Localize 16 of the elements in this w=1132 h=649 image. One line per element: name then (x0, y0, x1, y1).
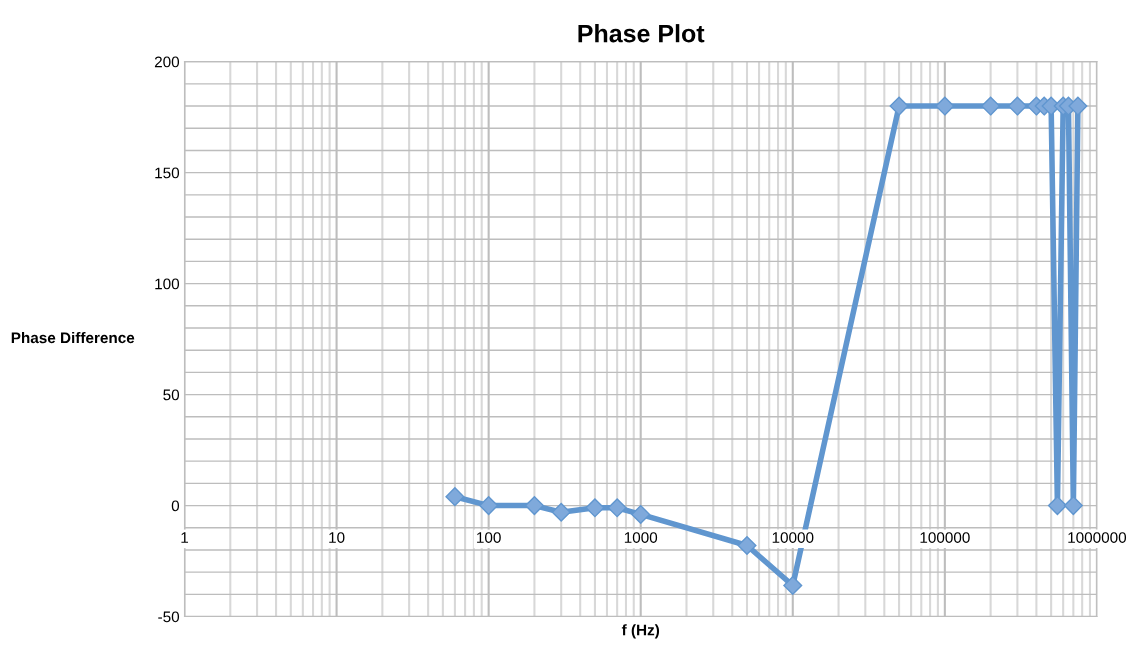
x-tick-label: 100 (477, 532, 501, 543)
y-tick-label: 200 (154, 56, 180, 68)
x-tick-label: 100000 (920, 532, 970, 543)
y-axis-title: Phase Difference (11, 331, 135, 344)
chart-title: Phase Plot (578, 24, 705, 43)
x-tick-label: 10000 (772, 532, 814, 543)
x-tick-label: 1000000 (1068, 532, 1127, 543)
x-tick-label: 10 (329, 532, 345, 543)
x-tick-label: 1 (181, 532, 189, 543)
y-tick-label: 150 (155, 167, 180, 179)
y-tick-label: 50 (163, 389, 180, 401)
y-tick-label: 0 (171, 500, 180, 512)
y-tick-label: 100 (155, 278, 180, 290)
x-tick-label: 1000 (624, 532, 658, 543)
x-axis-title: f (Hz) (621, 624, 660, 639)
y-tick-label: -50 (158, 611, 180, 623)
